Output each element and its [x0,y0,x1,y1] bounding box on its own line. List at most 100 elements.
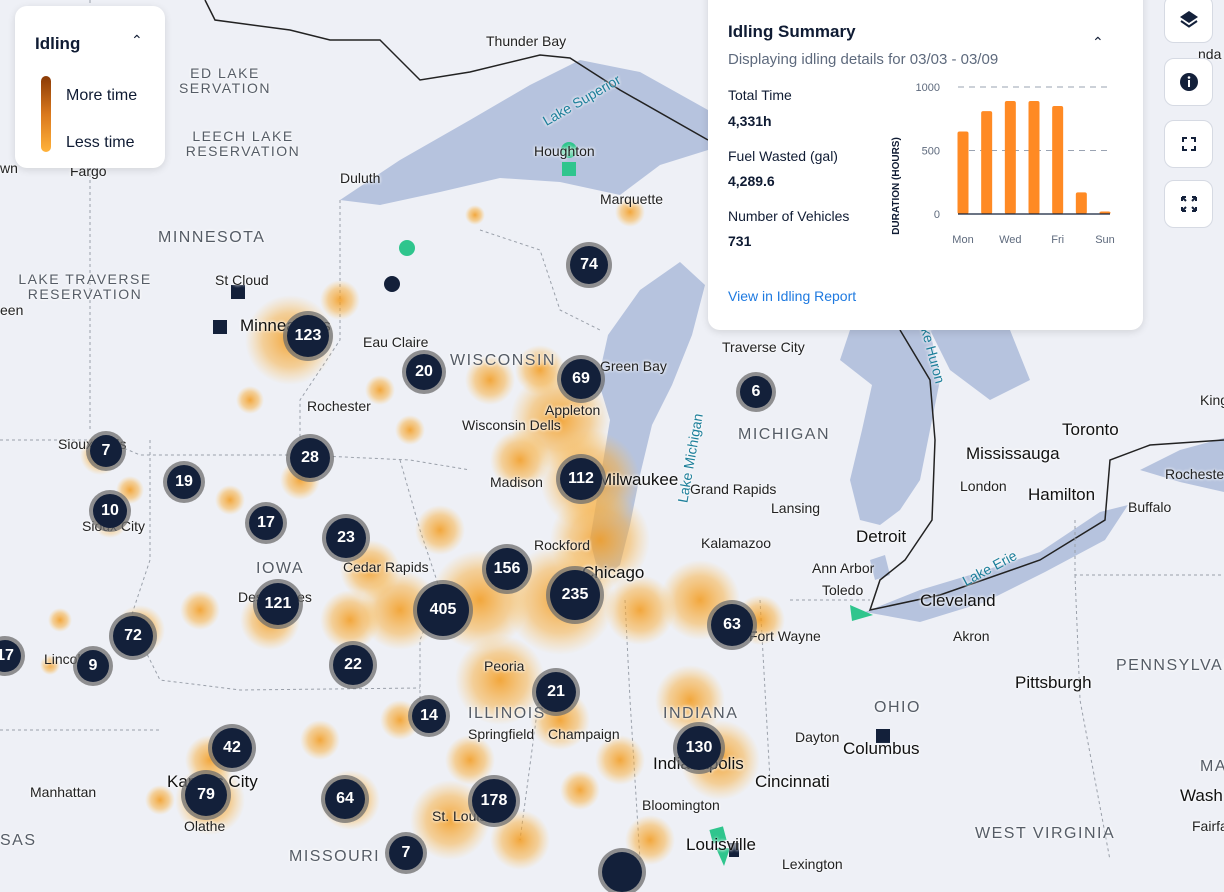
heat-blob [380,700,420,740]
x-tick-label: Wed [999,234,1021,246]
fit-bounds-button[interactable] [1164,180,1213,228]
vehicle-cluster[interactable]: 130 [677,726,721,770]
fullscreen-button[interactable] [1164,120,1213,168]
vehicle-cluster[interactable]: 7 [90,435,122,467]
place-label: wn [0,160,18,176]
vehicle-cluster[interactable]: 14 [412,699,446,733]
chevron-up-icon[interactable]: ⌃ [1092,34,1104,50]
vehicle-cluster[interactable]: 19 [167,465,201,499]
chevron-up-icon[interactable]: ⌃ [131,32,143,48]
bar-fri[interactable] [1052,106,1064,214]
vehicle-markers [213,142,890,866]
place-label: WISCONSIN [450,352,556,369]
vehicle-cluster[interactable]: 21 [536,672,576,712]
summary-subtitle: Displaying idling details for 03/03 - 03… [728,51,999,68]
bar-mon[interactable] [957,131,969,214]
place-label: Columbus [843,739,920,758]
bar-sat[interactable] [1075,192,1087,214]
vehicle-marker-offline [729,843,739,857]
legend-title: Idling [35,34,81,53]
vehicle-heading-arrow [716,848,730,866]
summary-title: Idling Summary [728,22,856,41]
vehicle-cluster[interactable]: 235 [550,570,600,620]
vehicle-cluster[interactable]: 405 [417,584,469,636]
place-label: IOWA [256,560,305,577]
vehicle-cluster[interactable] [602,852,642,892]
vehicle-cluster[interactable]: 178 [472,779,516,823]
vehicle-cluster[interactable]: 79 [185,774,227,816]
bar-thu[interactable] [1028,100,1040,214]
vehicle-cluster[interactable]: 7 [389,836,423,870]
legend-more-label: More time [66,87,138,104]
vehicle-cluster[interactable]: 28 [290,438,330,478]
place-label: Toledo [822,582,864,598]
heat-blob [415,505,465,555]
place-label: SAS [0,832,37,849]
place-label: Chicago [582,563,645,582]
vehicle-cluster[interactable]: 123 [287,315,329,357]
vehicle-cluster[interactable]: 74 [570,246,608,284]
info-button[interactable] [1164,58,1213,106]
heat-blob [180,590,220,630]
place-label: MINNESOTA [158,229,266,246]
x-tick-label: Sun [1095,234,1115,246]
vehicle-marker-stopped [562,162,576,176]
place-label: Akron [953,628,990,644]
place-label: Champaign [548,726,620,742]
vehicle-heading-arrow [850,605,873,621]
place-label: Rockford [534,537,591,553]
place-label: King [1200,392,1224,408]
heat-blob [605,575,675,645]
place-label: Buffalo [1128,499,1172,515]
vehicle-cluster[interactable]: 42 [212,728,252,768]
vehicle-cluster[interactable]: 22 [333,645,373,685]
vehicle-cluster[interactable]: 69 [561,359,601,399]
vehicle-cluster[interactable]: 23 [326,518,366,558]
legend-gradient-bar [41,76,51,152]
vehicle-marker-active [399,240,415,256]
vehicle-cluster[interactable]: 72 [113,616,153,656]
vehicle-cluster[interactable]: 121 [257,583,299,625]
place-label: Houghton [534,143,595,159]
vehicle-cluster[interactable]: 64 [325,779,365,819]
vehicle-cluster[interactable]: 9 [77,650,109,682]
heat-blob [515,345,565,395]
place-label: Lansing [771,500,821,516]
vehicle-marker-offline [384,276,400,292]
place-label: Bloomington [642,797,720,813]
vehicle-cluster[interactable]: 112 [560,458,602,500]
place-label: St. Louis [432,808,487,824]
vehicle-cluster[interactable]: 6 [740,376,772,408]
idling-legend: Idling ⌃ More time Less time [15,6,165,168]
place-label: London [960,478,1007,494]
vehicle-cluster[interactable]: 17 [0,640,21,672]
place-label: ED LAKE SERVATION [178,65,272,96]
bar-sun[interactable] [1099,211,1111,214]
heat-blob [320,590,380,650]
view-idling-report-link[interactable]: View in Idling Report [728,288,857,304]
bar-tue[interactable] [981,111,993,214]
place-label: Dayton [795,729,840,745]
place-label: MISSOURI [289,848,381,865]
vehicle-cluster[interactable]: 63 [711,604,753,646]
vehicle-marker-active [561,142,577,158]
place-label: MICHIGAN [738,426,830,443]
place-label: Duluth [340,170,381,186]
vehicle-cluster[interactable]: 17 [249,506,283,540]
vehicle-cluster[interactable]: 10 [93,494,127,528]
lake-st-clair [870,555,890,580]
bar-wed[interactable] [1004,100,1016,214]
heat-blob [236,386,264,414]
place-label: Grand Rapids [690,481,777,497]
vehicle-cluster[interactable]: 156 [486,548,528,590]
heat-blob [595,735,645,785]
place-label: Green Bay [600,358,667,374]
vehicle-cluster[interactable]: 20 [406,354,442,390]
place-label: Wash [1180,786,1223,805]
y-tick-label: 500 [922,146,940,158]
layers-button[interactable] [1164,0,1213,43]
place-label: Springfield [468,726,535,742]
lake-ontario [1140,438,1224,492]
place-label: WEST VIRGINIA [975,825,1116,842]
x-tick-label: Mon [952,234,973,246]
